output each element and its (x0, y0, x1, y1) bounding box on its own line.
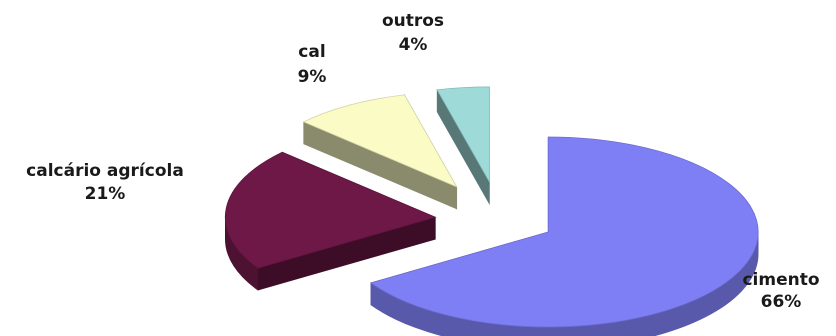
pie-slice-cal (302, 93, 458, 211)
slice-label-outros: outros (382, 11, 444, 31)
slice-label-group-cimento: cimento 66% (742, 270, 819, 312)
slice-value-cal: 9% (298, 67, 327, 87)
slice-label-group-cal: cal 9% (298, 42, 327, 87)
pie-slice-cimento (369, 136, 759, 336)
slice-label-group-outros: outros 4% (382, 11, 444, 55)
pie-slices (224, 86, 759, 336)
slice-value-outros: 4% (399, 35, 428, 55)
pie-slice-calcario-agricola (224, 151, 437, 291)
slice-value-cimento: 66% (761, 292, 802, 312)
slice-label-calcario-agricola: calcário agrícola (26, 161, 184, 181)
slice-label-cal: cal (298, 42, 325, 62)
slice-label-cimento: cimento (742, 270, 819, 290)
slice-label-group-calcario-agricola: calcário agrícola 21% (26, 161, 184, 204)
slice-value-calcario-agricola: 21% (85, 184, 126, 204)
pie-slice-outros (436, 86, 490, 205)
